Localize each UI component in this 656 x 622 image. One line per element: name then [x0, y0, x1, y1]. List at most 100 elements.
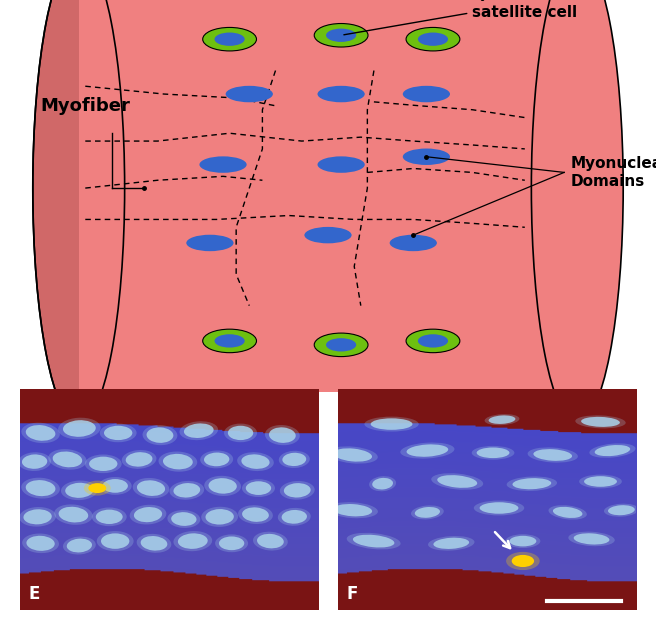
Ellipse shape [257, 534, 284, 549]
Ellipse shape [178, 533, 208, 549]
Text: E: E [29, 585, 40, 603]
Ellipse shape [506, 552, 540, 570]
Text: Myofiber: Myofiber [40, 97, 131, 115]
Ellipse shape [581, 417, 620, 427]
Ellipse shape [22, 455, 47, 469]
Ellipse shape [133, 478, 169, 498]
Ellipse shape [415, 507, 440, 518]
Ellipse shape [595, 445, 630, 456]
Ellipse shape [280, 481, 315, 499]
Ellipse shape [282, 453, 306, 466]
Ellipse shape [326, 29, 356, 42]
Ellipse shape [477, 447, 510, 458]
Ellipse shape [369, 476, 396, 491]
Ellipse shape [98, 477, 132, 495]
Ellipse shape [65, 483, 94, 498]
Ellipse shape [67, 539, 92, 552]
Text: Quiescent
satellite cell: Quiescent satellite cell [344, 0, 577, 35]
Ellipse shape [438, 475, 477, 488]
Ellipse shape [608, 505, 635, 515]
Ellipse shape [54, 504, 92, 525]
Ellipse shape [97, 531, 134, 551]
Ellipse shape [326, 338, 356, 351]
Ellipse shape [169, 481, 204, 499]
Ellipse shape [136, 534, 171, 553]
Ellipse shape [512, 555, 534, 567]
Ellipse shape [472, 446, 514, 460]
Ellipse shape [353, 535, 394, 547]
Ellipse shape [96, 509, 123, 524]
Ellipse shape [92, 508, 127, 526]
Ellipse shape [242, 508, 269, 522]
Ellipse shape [19, 507, 56, 527]
Ellipse shape [474, 501, 524, 516]
Ellipse shape [506, 476, 557, 491]
Ellipse shape [531, 0, 623, 423]
Ellipse shape [480, 502, 518, 514]
Ellipse shape [406, 27, 460, 51]
Ellipse shape [26, 480, 55, 496]
Ellipse shape [137, 480, 165, 496]
Ellipse shape [203, 329, 256, 353]
Ellipse shape [575, 415, 626, 429]
Ellipse shape [18, 452, 51, 471]
Ellipse shape [548, 505, 587, 519]
Ellipse shape [347, 533, 401, 549]
Ellipse shape [241, 454, 270, 469]
Ellipse shape [253, 532, 288, 550]
Ellipse shape [215, 32, 245, 46]
Ellipse shape [574, 533, 609, 544]
Ellipse shape [58, 418, 100, 439]
Ellipse shape [242, 479, 275, 497]
Ellipse shape [510, 536, 537, 546]
Ellipse shape [400, 442, 455, 458]
Ellipse shape [63, 420, 96, 437]
Ellipse shape [314, 24, 368, 47]
Ellipse shape [489, 415, 516, 424]
Ellipse shape [278, 508, 311, 526]
Ellipse shape [403, 149, 450, 165]
Ellipse shape [327, 502, 378, 518]
Ellipse shape [318, 156, 365, 173]
Ellipse shape [209, 478, 237, 494]
Ellipse shape [328, 447, 378, 463]
Text: Myonuclear
Domains: Myonuclear Domains [571, 156, 656, 188]
Ellipse shape [237, 452, 274, 471]
Ellipse shape [406, 329, 460, 353]
Ellipse shape [226, 86, 273, 102]
Text: F: F [347, 585, 358, 603]
Ellipse shape [428, 536, 474, 550]
Ellipse shape [418, 334, 448, 348]
Ellipse shape [22, 534, 59, 553]
Ellipse shape [26, 536, 54, 551]
Ellipse shape [89, 483, 106, 493]
Ellipse shape [215, 534, 248, 552]
Ellipse shape [142, 425, 177, 445]
Ellipse shape [418, 32, 448, 46]
Ellipse shape [512, 478, 551, 490]
Ellipse shape [314, 333, 368, 356]
Ellipse shape [224, 424, 257, 442]
Ellipse shape [246, 481, 271, 495]
Ellipse shape [200, 450, 233, 468]
Ellipse shape [372, 478, 393, 490]
Ellipse shape [146, 427, 173, 443]
Ellipse shape [228, 425, 253, 440]
Ellipse shape [63, 537, 96, 554]
Ellipse shape [22, 423, 60, 443]
Ellipse shape [304, 227, 352, 243]
Ellipse shape [364, 417, 419, 432]
Ellipse shape [238, 505, 273, 524]
Ellipse shape [579, 475, 622, 488]
Ellipse shape [589, 443, 636, 458]
Ellipse shape [204, 476, 241, 496]
Ellipse shape [186, 234, 234, 251]
Ellipse shape [24, 509, 52, 524]
Ellipse shape [505, 534, 541, 548]
Ellipse shape [21, 478, 60, 499]
Ellipse shape [122, 450, 156, 469]
Ellipse shape [403, 86, 450, 102]
Ellipse shape [101, 534, 129, 549]
Ellipse shape [265, 425, 300, 445]
Bar [79, 0, 577, 423]
